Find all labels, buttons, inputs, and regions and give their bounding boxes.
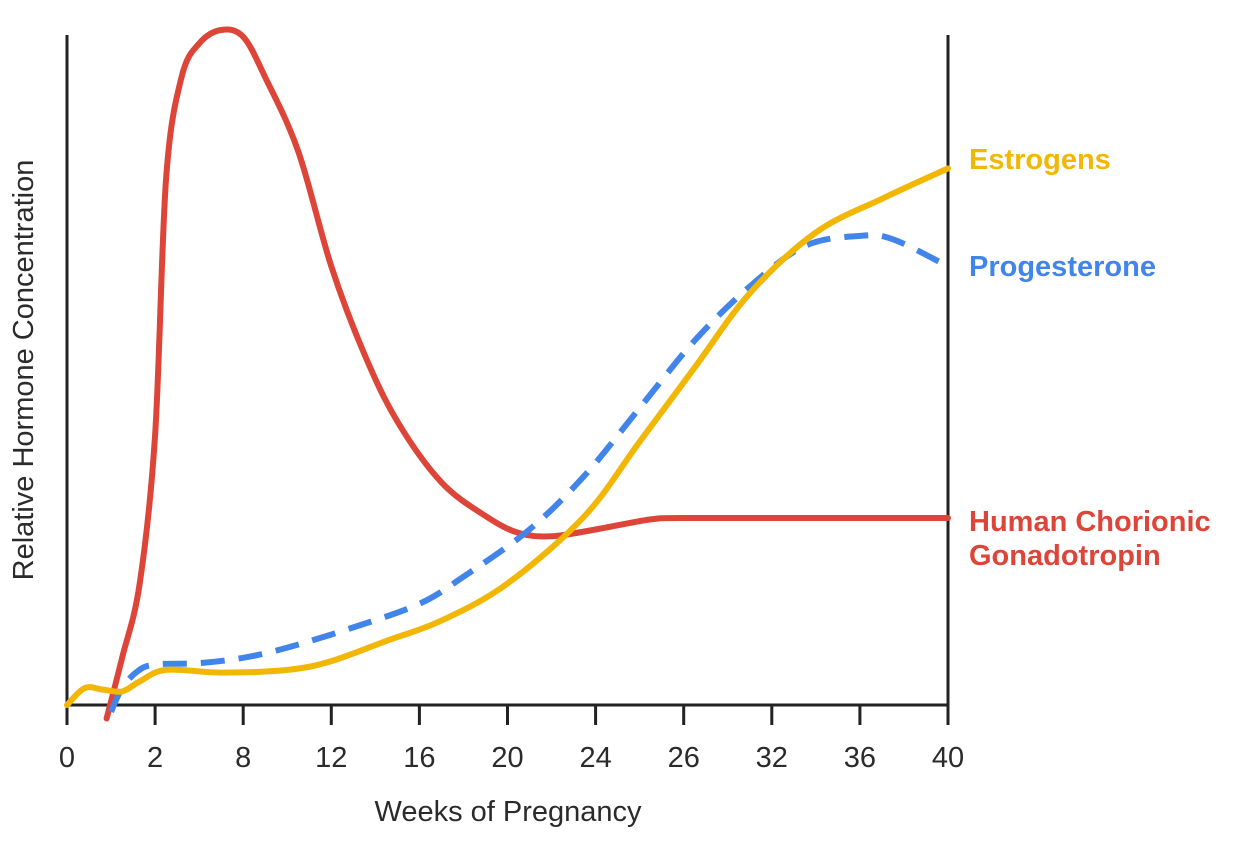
progesterone-line: [108, 232, 950, 714]
estrogens-line: [64, 165, 951, 708]
x-tick-label: 0: [59, 742, 75, 774]
human-chorionic-gonadotropin-label: Human Chorionic: [969, 506, 1211, 538]
x-tick-label: 40: [932, 742, 964, 774]
x-tick-labels: 0 2 8 12 16 20 24 26 32 36 40: [59, 742, 964, 774]
human-chorionic-gonadotropin-line: [103, 26, 951, 722]
x-ticks: [65, 705, 950, 725]
x-tick-label: 32: [756, 742, 788, 774]
x-tick-label: 8: [235, 742, 251, 774]
axes: [65, 35, 950, 707]
x-tick-label: 36: [844, 742, 876, 774]
series-lines: [64, 26, 951, 722]
y-axis-title: Relative Hormone Concentration: [8, 160, 40, 581]
x-tick-label: 24: [579, 742, 611, 774]
x-tick-label: 12: [315, 742, 347, 774]
human-chorionic-gonadotropin-label: Gonadotropin: [969, 540, 1161, 572]
progesterone-label: Progesterone: [969, 251, 1156, 283]
x-axis-title: Weeks of Pregnancy: [374, 796, 642, 828]
x-tick-label: 26: [668, 742, 700, 774]
estrogens-label: Estrogens: [969, 144, 1111, 176]
x-tick-label: 2: [147, 742, 163, 774]
x-tick-label: 16: [403, 742, 435, 774]
x-tick-label: 20: [491, 742, 523, 774]
